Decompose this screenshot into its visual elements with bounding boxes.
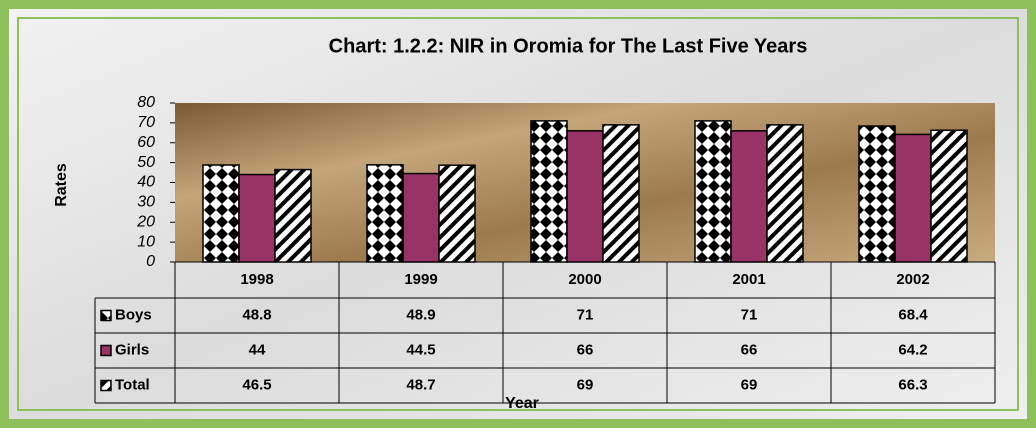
- bar: [567, 131, 603, 262]
- table-value: 69: [577, 376, 594, 393]
- bar: [895, 134, 931, 262]
- y-tick-label: 10: [137, 233, 155, 250]
- bar: [931, 130, 967, 262]
- x-tick-label: 1998: [240, 271, 273, 288]
- y-tick-label: 30: [137, 194, 155, 211]
- y-axis-label: Rates: [53, 163, 70, 207]
- table-value: 71: [577, 306, 594, 323]
- bar: [603, 125, 639, 262]
- chart: Chart: 1.2.2: NIR in Oromia for The Last…: [0, 0, 1036, 428]
- legend-label: Boys: [115, 306, 152, 323]
- y-tick-label: 60: [137, 134, 155, 151]
- y-tick-label: 40: [137, 174, 155, 191]
- legend-label: Girls: [115, 341, 149, 358]
- page: {"chart_data": { "type": "bar", "title":…: [0, 0, 1036, 433]
- x-tick-label: 1999: [404, 271, 437, 288]
- legend-key: [101, 311, 111, 321]
- y-tick-label: 70: [137, 114, 155, 131]
- x-axis-label: Year: [505, 395, 539, 412]
- chart-title: Chart: 1.2.2: NIR in Oromia for The Last…: [329, 35, 808, 57]
- table-value: 48.9: [406, 306, 435, 323]
- bar: [767, 125, 803, 262]
- y-tick-label: 80: [137, 94, 155, 111]
- table-value: 66: [741, 341, 758, 358]
- legend-key: [101, 381, 111, 391]
- y-tick-label: 0: [146, 253, 155, 270]
- bar: [239, 175, 275, 262]
- table-value: 48.7: [406, 376, 435, 393]
- bar: [203, 165, 239, 262]
- bar: [731, 131, 767, 262]
- x-tick-label: 2000: [568, 271, 601, 288]
- legend-key: [101, 346, 111, 356]
- table-value: 48.8: [242, 306, 271, 323]
- bar: [403, 174, 439, 262]
- bar: [367, 165, 403, 262]
- table-value: 68.4: [898, 306, 928, 323]
- table-value: 44.5: [406, 341, 435, 358]
- x-tick-label: 2002: [896, 271, 929, 288]
- bar: [531, 121, 567, 262]
- bar: [275, 170, 311, 262]
- x-tick-label: 2001: [732, 271, 765, 288]
- table-value: 46.5: [242, 376, 271, 393]
- table-value: 44: [249, 341, 266, 358]
- y-tick-label: 50: [137, 154, 155, 171]
- bar: [439, 165, 475, 262]
- bar: [695, 121, 731, 262]
- legend-label: Total: [115, 376, 150, 393]
- table-value: 66: [577, 341, 594, 358]
- y-tick-label: 20: [136, 213, 155, 230]
- bar: [859, 126, 895, 262]
- table-value: 66.3: [898, 376, 927, 393]
- table-value: 64.2: [898, 341, 927, 358]
- table-value: 69: [741, 376, 758, 393]
- table-value: 71: [741, 306, 758, 323]
